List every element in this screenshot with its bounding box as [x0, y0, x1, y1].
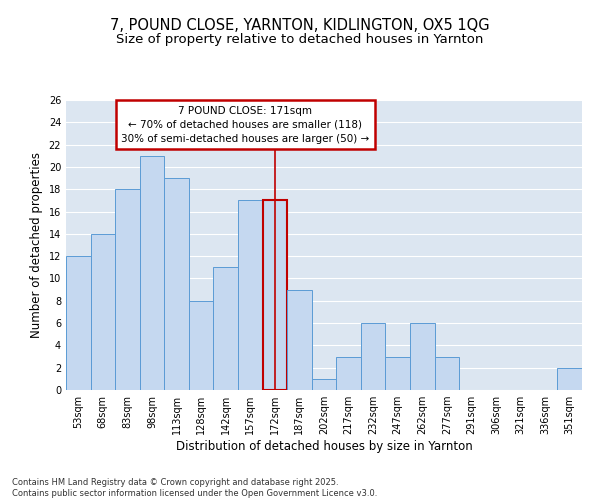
- Text: 7 POUND CLOSE: 171sqm
← 70% of detached houses are smaller (118)
30% of semi-det: 7 POUND CLOSE: 171sqm ← 70% of detached …: [121, 106, 370, 144]
- Bar: [189, 301, 214, 390]
- Bar: [312, 379, 336, 390]
- Y-axis label: Number of detached properties: Number of detached properties: [30, 152, 43, 338]
- Bar: [214, 268, 238, 390]
- Bar: [115, 189, 140, 390]
- Bar: [410, 323, 434, 390]
- Bar: [164, 178, 189, 390]
- X-axis label: Distribution of detached houses by size in Yarnton: Distribution of detached houses by size …: [176, 440, 472, 453]
- Bar: [91, 234, 115, 390]
- Bar: [140, 156, 164, 390]
- Bar: [287, 290, 312, 390]
- Bar: [557, 368, 582, 390]
- Text: Contains HM Land Registry data © Crown copyright and database right 2025.
Contai: Contains HM Land Registry data © Crown c…: [12, 478, 377, 498]
- Bar: [336, 356, 361, 390]
- Text: 7, POUND CLOSE, YARNTON, KIDLINGTON, OX5 1QG: 7, POUND CLOSE, YARNTON, KIDLINGTON, OX5…: [110, 18, 490, 32]
- Bar: [385, 356, 410, 390]
- Text: Size of property relative to detached houses in Yarnton: Size of property relative to detached ho…: [116, 32, 484, 46]
- Bar: [238, 200, 263, 390]
- Bar: [434, 356, 459, 390]
- Bar: [361, 323, 385, 390]
- Bar: [263, 200, 287, 390]
- Bar: [66, 256, 91, 390]
